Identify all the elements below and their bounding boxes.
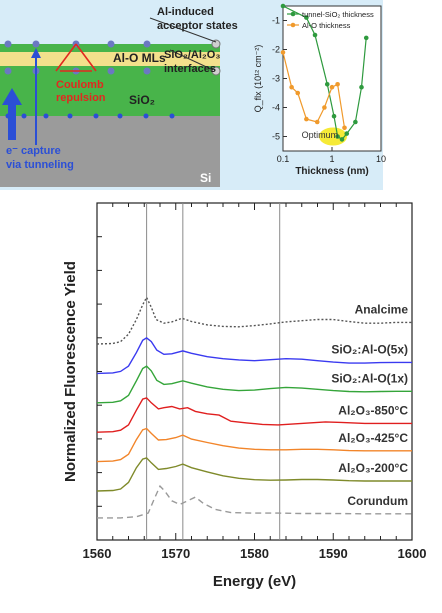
spectrum-line: [96, 397, 412, 433]
inset-data-point: [322, 105, 327, 110]
label-alo: Al-O MLs: [113, 51, 166, 65]
sio2-layer: [0, 74, 220, 116]
y-axis-label: Normalized Fluorescence Yield: [62, 261, 79, 482]
tunneling-arrowhead-icon: [31, 48, 41, 58]
series-label: Al₂O₃-425°C: [338, 431, 408, 445]
legend-marker: [290, 22, 296, 28]
sio2-top-layer: [0, 44, 220, 52]
inset-data-point: [335, 82, 340, 87]
acceptor-dot: [32, 40, 40, 48]
acceptor-dot-gray: [211, 39, 221, 49]
inset-data-point: [339, 137, 345, 142]
schematic-figure: Al-induced acceptor states Al-O MLs SiO₂…: [0, 3, 386, 187]
optimum-highlight: [319, 127, 348, 146]
spectrum-line: [96, 337, 412, 375]
inset-data-point: [304, 15, 309, 20]
label-interfaces-2: interfaces: [164, 63, 216, 75]
electron-dot: [93, 113, 99, 119]
electrons: [5, 113, 175, 119]
pointer-interfaces: [169, 49, 214, 71]
alo-layer: [0, 52, 220, 66]
inset-y-tick-label: -5: [272, 132, 280, 142]
spectrum-line: [96, 427, 412, 463]
x-axis-label: Energy (eV): [213, 573, 296, 590]
x-tick-label: 1600: [398, 546, 427, 561]
series-label: SiO₂:Al-O(5x): [331, 342, 408, 356]
label-si: Si: [200, 171, 211, 185]
series-label: Corundum: [347, 494, 408, 508]
label-coulomb-1: Coulomb: [56, 79, 104, 91]
inset-data-point: [342, 125, 347, 131]
inset-data-point: [312, 32, 318, 38]
x-tick-label: 1580: [240, 546, 269, 561]
spectrum-line: [96, 365, 412, 404]
inset-chart: 0.1 1 10 -1 -2 -3 -4 -5 Thickness (nm) Q_flx (10¹…: [253, 3, 386, 177]
electron-dot: [67, 113, 73, 119]
inset-data-point: [280, 50, 286, 55]
series-label: SiO₂:Al-O(1x): [331, 371, 408, 385]
x-tick-label: 1590: [319, 546, 348, 561]
inset-y-tick-label: -1: [272, 16, 280, 26]
coulomb-triangle: [55, 43, 97, 72]
inset-y-tick-label: -3: [272, 74, 280, 84]
legend-label: tunnel-SiO₂ thickness: [302, 10, 374, 19]
inset-data-point: [304, 116, 309, 122]
optimum-label: Optimum: [302, 130, 339, 140]
label-interfaces-1: SiO₂/Al₂O₃: [164, 49, 220, 61]
inset-x-label: Thickness (nm): [295, 166, 368, 177]
inset-plot-area: [282, 5, 382, 152]
label-sio2: SiO₂: [129, 93, 155, 107]
label-acceptor-1: Al-induced: [157, 6, 214, 18]
electron-dot: [43, 113, 49, 119]
inset-data-point: [324, 82, 330, 87]
acceptor-dot: [4, 40, 12, 48]
inset-data-point: [353, 119, 358, 125]
label-acceptor-2: acceptor states: [157, 20, 238, 32]
electron-dot: [169, 113, 175, 119]
spectrum-line: [96, 295, 412, 345]
spectrum-line: [97, 484, 412, 519]
acceptor-states: [4, 39, 221, 76]
acceptor-dot: [143, 67, 151, 75]
label-capture-2: via tunneling: [6, 159, 74, 171]
inset-data-point: [280, 3, 286, 9]
electron-dot: [117, 113, 123, 119]
inset-data-point: [335, 134, 340, 139]
electron-dot: [21, 113, 27, 119]
x-tick-label: 1560: [83, 546, 112, 561]
inset-data-point: [289, 84, 294, 90]
spectrum-line: [96, 457, 412, 492]
series-label: Al₂O₃-200°C: [338, 461, 408, 475]
inset-y-tick-label: -4: [272, 103, 280, 113]
acceptor-dot: [107, 40, 115, 48]
acceptor-dot-gray: [211, 66, 221, 76]
main-plot-area: [96, 202, 413, 541]
inset-data-point: [314, 119, 320, 125]
legend-label: Al-O thickness: [302, 21, 351, 30]
acceptor-dot: [143, 40, 151, 48]
electron-dot: [143, 113, 149, 119]
inset-x-tick-label: 1: [329, 154, 334, 164]
series-label: Analcime: [355, 302, 409, 316]
inset-data-point: [329, 84, 335, 90]
acceptor-dot: [4, 67, 12, 75]
spectra-chart: 1560 1570 1580 1590 1600 Energy (eV) Normalize…: [62, 202, 427, 590]
inset-y-tick-label: -2: [272, 45, 280, 55]
capture-arrow-icon: [2, 88, 22, 140]
inset-x-tick-label: 0.1: [277, 154, 290, 164]
legend-marker: [290, 11, 296, 17]
inset-data-point: [344, 131, 350, 136]
inset-data-point: [331, 113, 337, 119]
x-tick-label: 1570: [161, 546, 190, 561]
acceptor-dot: [107, 67, 115, 75]
inset-x-tick-label: 10: [376, 154, 386, 164]
inset-data-point: [359, 84, 364, 90]
label-capture-1: e⁻ capture: [6, 145, 61, 157]
inset-data-point: [295, 90, 301, 96]
pointer-acceptor: [149, 17, 217, 43]
inset-y-label: Q_flx (10¹² cm⁻²): [253, 45, 263, 113]
inset-data-point: [363, 35, 369, 41]
series-label: Al₂O₃-850°C: [338, 403, 408, 417]
label-coulomb-2: repulsion: [56, 92, 106, 104]
